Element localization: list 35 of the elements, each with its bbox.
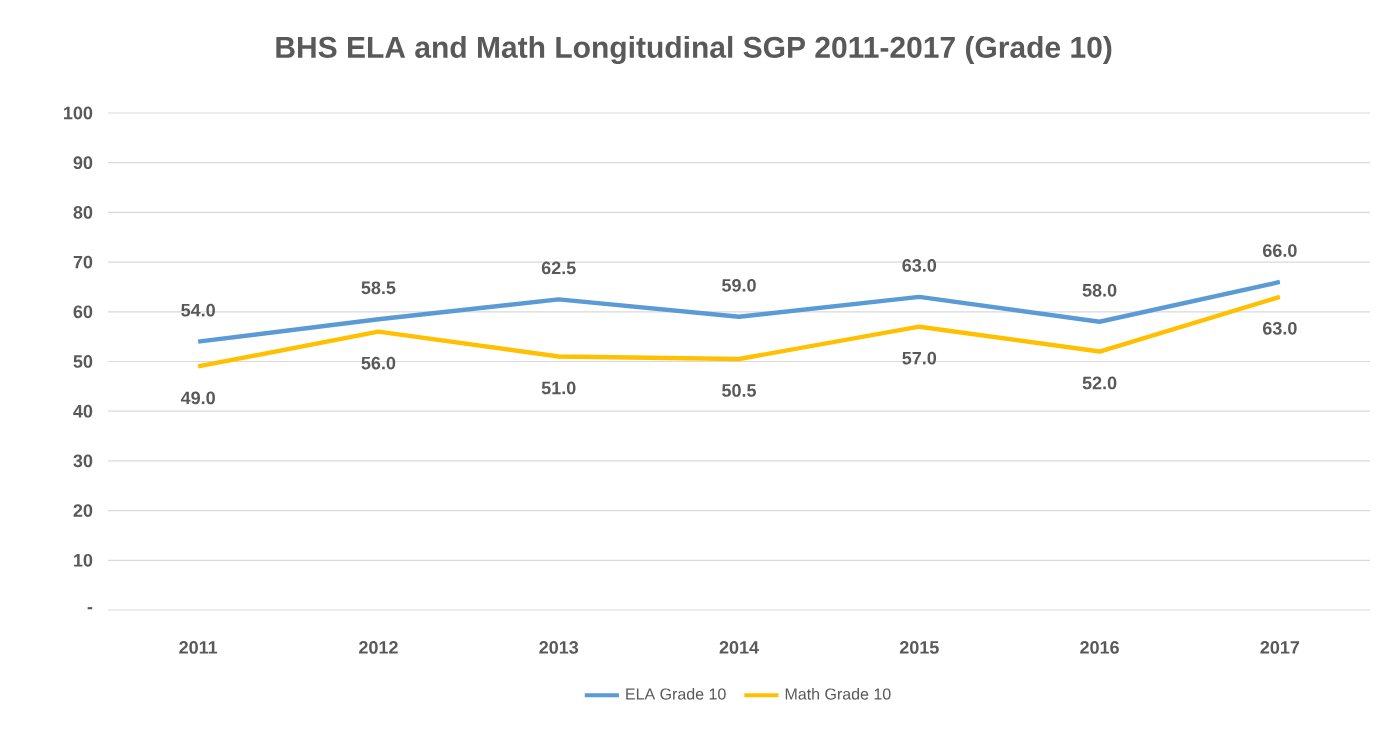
data-label: 50.5: [722, 384, 757, 397]
y-tick-label: 30: [73, 454, 93, 468]
data-label: 58.0: [1082, 283, 1117, 297]
data-label: 59.0: [722, 278, 756, 292]
x-tick-label: 2017: [1260, 641, 1300, 654]
data-label: 56.0: [361, 356, 396, 370]
data-label: 51.0: [541, 381, 576, 395]
x-tick-label: 2015: [899, 641, 939, 654]
data-label: 63.0: [902, 259, 937, 272]
x-tick-label: 2011: [179, 641, 218, 654]
x-tick-label: 2013: [539, 641, 579, 654]
y-tick-label: 60: [73, 305, 93, 319]
data-label: 52.0: [1082, 376, 1117, 390]
y-tick-label: 20: [73, 504, 93, 517]
y-tick-label: 90: [73, 156, 93, 170]
y-tick-label: 100: [64, 106, 93, 120]
data-label: 63.0: [1263, 321, 1297, 335]
legend-label: Math Grade 10: [785, 687, 891, 700]
x-tick-label: 2016: [1080, 641, 1119, 654]
data-label: 62.5: [541, 261, 576, 275]
chart-title: BHS ELA and Math Longitudinal SGP 2011-2017 (Grade 10): [276, 35, 1112, 65]
data-label: 49.0: [180, 391, 215, 405]
y-tick-label: 70: [73, 255, 93, 269]
y-tick-label: 50: [73, 355, 93, 368]
y-tick-label: 40: [73, 404, 93, 418]
y-tick-label: 80: [73, 206, 93, 219]
y-tick-label: -: [87, 607, 93, 610]
data-label: 58.5: [361, 281, 396, 295]
x-tick-label: 2012: [359, 641, 398, 654]
data-label: 66.0: [1263, 244, 1297, 257]
y-tick-label: 10: [74, 553, 93, 567]
x-tick-label: 2014: [719, 641, 759, 654]
data-label: 54.0: [181, 303, 215, 317]
legend-label: ELA Grade 10: [626, 687, 726, 700]
data-label: 57.0: [902, 351, 937, 365]
